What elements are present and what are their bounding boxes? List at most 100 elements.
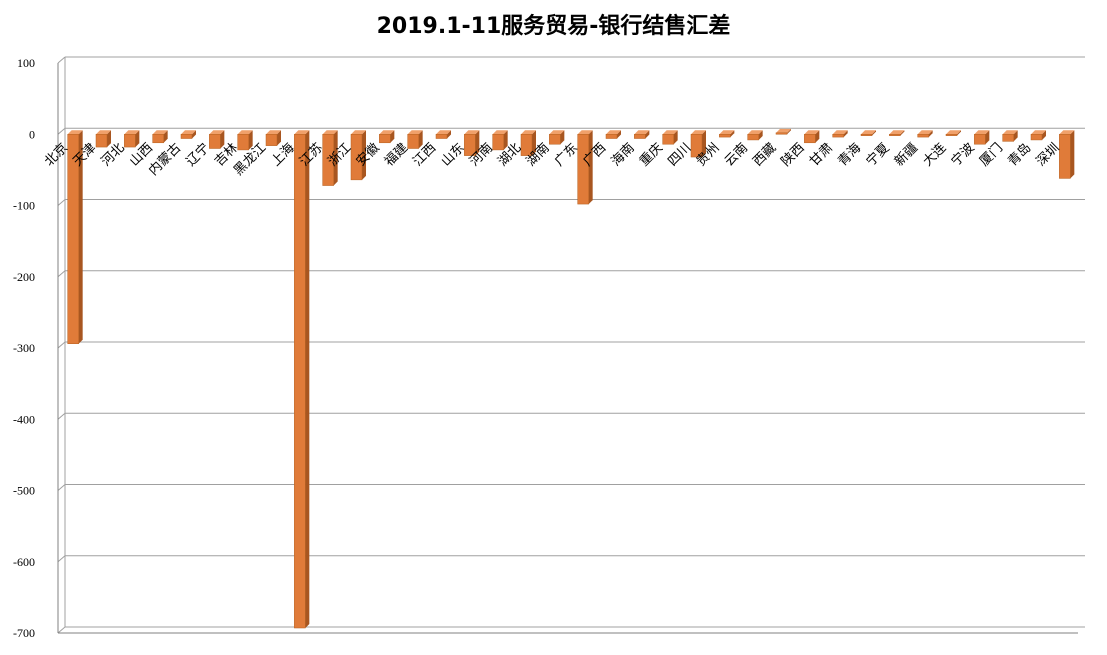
bar-side — [560, 130, 565, 145]
bar-top — [606, 130, 621, 135]
x-tick-label: 北京 — [42, 140, 71, 169]
bar — [265, 134, 278, 146]
x-tick-label: 陕西 — [779, 140, 808, 169]
bar-top — [1031, 130, 1046, 135]
bar-side — [588, 130, 593, 205]
bar-side — [872, 130, 876, 136]
bar-side — [362, 130, 366, 180]
bar — [180, 134, 193, 139]
bar-top — [691, 130, 706, 135]
bar-top — [96, 130, 111, 135]
bar-top — [379, 130, 395, 135]
gridline-diagonal — [57, 412, 66, 420]
gridline-diagonal — [57, 56, 66, 64]
bar-top — [549, 130, 565, 135]
y-tick-label: -400 — [13, 412, 35, 426]
bar — [95, 134, 108, 148]
bar-side — [248, 130, 253, 150]
bar — [662, 134, 674, 145]
bar-side — [475, 130, 480, 156]
y-tick-label: -600 — [13, 555, 35, 569]
bar — [889, 134, 901, 136]
bar-side — [447, 130, 451, 139]
bar-top — [1002, 130, 1018, 135]
bar-side — [1042, 130, 1046, 140]
bar — [464, 134, 476, 156]
bar-side — [730, 130, 735, 138]
bar-top — [974, 130, 990, 135]
x-tick-label: 云南 — [721, 140, 751, 170]
bar-side — [78, 130, 83, 344]
y-tick-label: 0 — [29, 127, 35, 141]
bar — [1030, 134, 1043, 141]
bar-top — [662, 130, 678, 135]
bar-side — [503, 130, 508, 150]
bar-side — [192, 130, 196, 139]
bar-side — [135, 130, 140, 148]
bar — [1059, 134, 1071, 179]
bar — [209, 134, 221, 149]
bar — [775, 132, 788, 135]
bar-top — [832, 130, 848, 135]
gridline-diagonal — [57, 555, 66, 563]
bar-side — [815, 130, 820, 143]
bar — [67, 134, 79, 344]
bar — [974, 134, 986, 145]
bar — [690, 134, 703, 158]
bar-top — [294, 130, 310, 135]
bar-top — [577, 130, 593, 135]
bar — [719, 134, 731, 138]
x-tick-label: 内蒙古 — [145, 140, 184, 179]
bar-top — [747, 130, 763, 135]
gridline-diagonal — [57, 341, 66, 349]
bar-side — [758, 130, 763, 140]
bar-top — [351, 130, 366, 135]
bar — [492, 134, 504, 151]
bar — [917, 134, 929, 138]
gridline-diagonal — [57, 270, 66, 278]
x-tick-label: 甘肃 — [807, 140, 836, 169]
bar — [860, 134, 873, 136]
bar-side — [390, 130, 395, 143]
bar — [322, 134, 334, 186]
bar — [152, 134, 164, 144]
x-tick-label: 青海 — [835, 140, 864, 169]
bar-top — [719, 130, 735, 135]
x-tick-label: 辽宁 — [183, 140, 213, 170]
bar — [605, 134, 618, 139]
x-tick-label: 深圳 — [1034, 140, 1063, 169]
bar — [379, 134, 391, 144]
y-tick-label: -300 — [13, 341, 35, 355]
bar — [577, 134, 589, 205]
bar — [832, 134, 844, 138]
bar-side — [985, 130, 990, 145]
bar — [634, 134, 646, 139]
gridline-diagonal — [57, 626, 66, 634]
bar-side — [163, 130, 168, 143]
bar-side — [277, 130, 281, 146]
bar — [435, 134, 448, 139]
bar-top — [634, 130, 650, 135]
x-tick-label: 四川 — [665, 140, 694, 169]
x-tick-label: 福建 — [382, 140, 411, 169]
bar-top — [804, 130, 820, 135]
x-tick-label: 广东 — [552, 140, 581, 169]
x-tick-label: 宁波 — [948, 140, 978, 170]
bar-side — [418, 130, 423, 149]
bar-side — [928, 130, 933, 138]
x-tick-label: 山东 — [439, 140, 468, 169]
x-tick-label: 海南 — [608, 140, 638, 170]
bar — [1002, 134, 1014, 142]
y-tick-label: 100 — [17, 56, 35, 70]
bar-side — [617, 130, 621, 139]
bar-side — [900, 130, 905, 136]
bar-side — [532, 130, 536, 156]
bar-side — [220, 130, 225, 149]
x-tick-label: 西藏 — [750, 140, 779, 169]
bar — [520, 134, 533, 156]
bar-side — [673, 130, 678, 145]
bar-top — [776, 128, 791, 133]
bar-top — [209, 130, 225, 135]
bar-top — [917, 130, 933, 135]
gridline-diagonal — [57, 199, 66, 206]
